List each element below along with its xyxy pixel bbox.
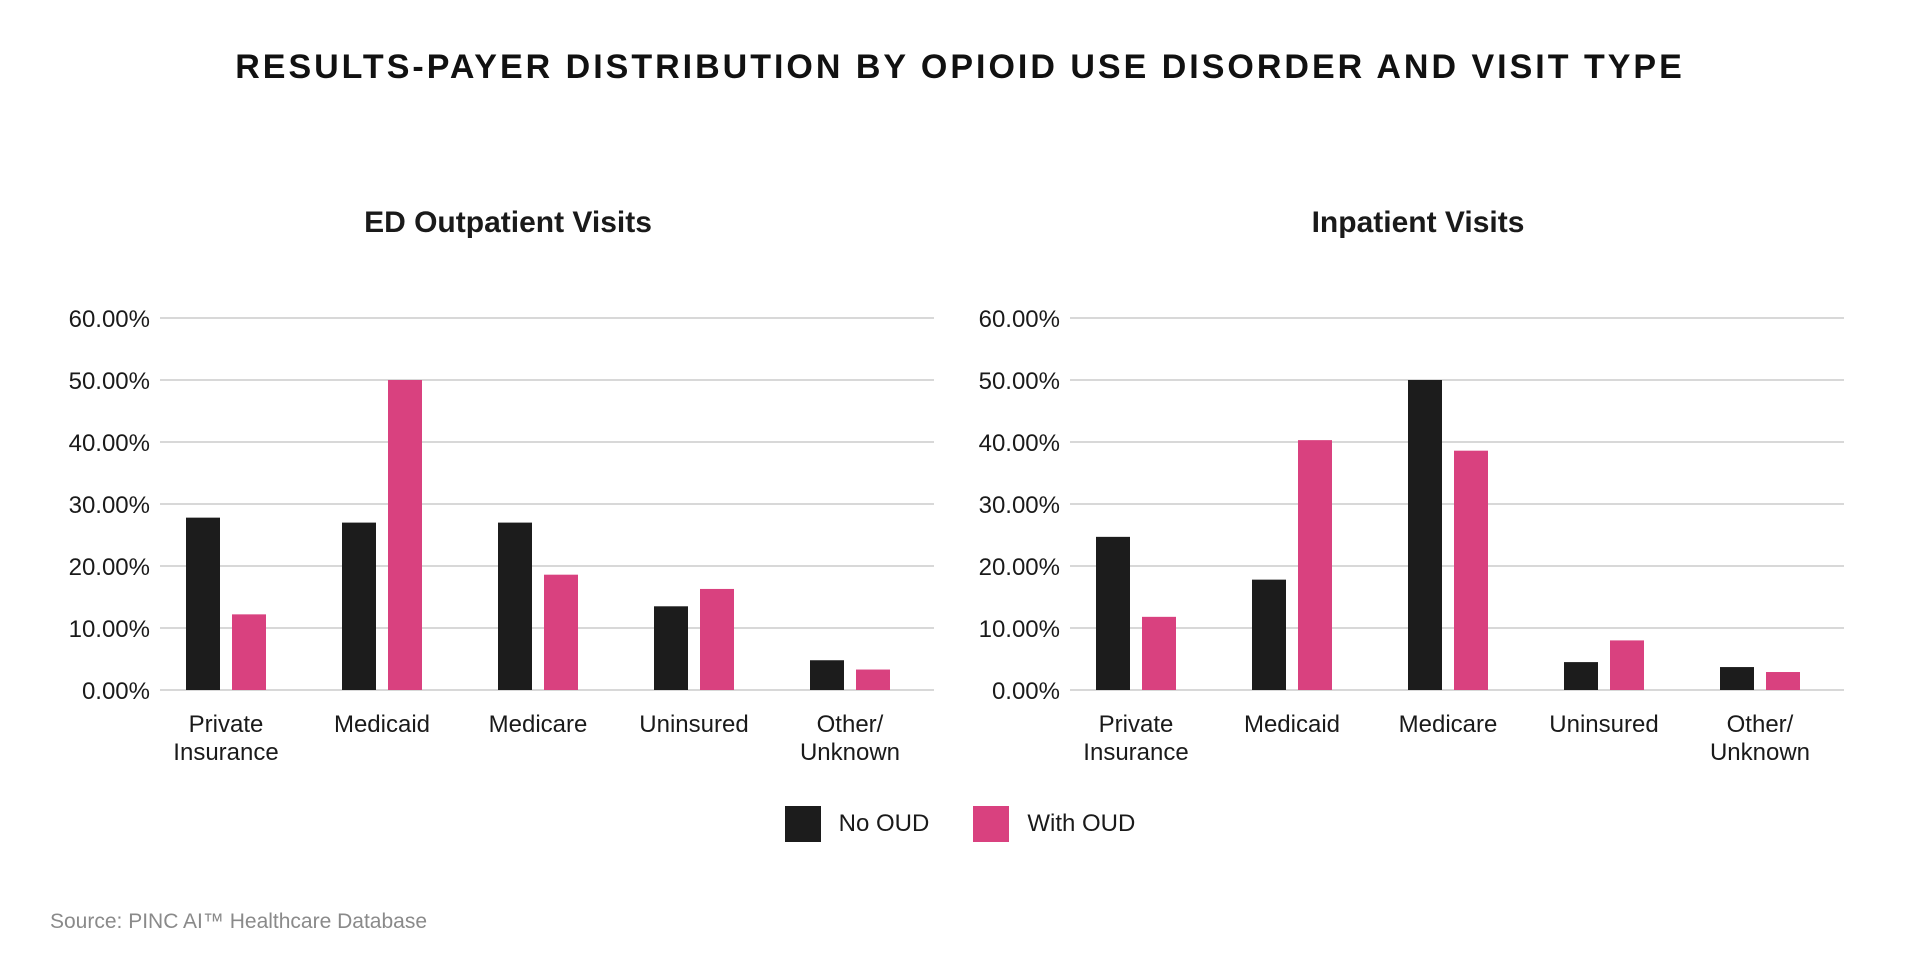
y-tick-label: 20.00% — [69, 554, 150, 581]
y-tick-label: 40.00% — [979, 430, 1060, 457]
x-category-label-line: Private — [189, 711, 264, 738]
bar-with-oud-medicare — [544, 574, 578, 690]
y-tick-label: 0.00% — [992, 678, 1060, 705]
x-category-label-line: Medicare — [489, 711, 588, 738]
y-tick-label: 10.00% — [979, 616, 1060, 643]
bar-no-oud-private-insurance — [186, 517, 220, 690]
chart-legend: No OUD With OUD — [0, 806, 1920, 842]
chart-title: ED Outpatient Visits — [364, 206, 652, 239]
bar-no-oud-other-unknown — [810, 660, 844, 690]
x-category-label-line: Medicaid — [1244, 711, 1340, 738]
legend-label-no-oud: No OUD — [838, 810, 930, 837]
x-category-label-line: Uninsured — [639, 711, 748, 738]
y-tick-label: 50.00% — [979, 368, 1060, 395]
legend-item-with-oud: With OUD — [973, 806, 1135, 842]
y-tick-label: 60.00% — [979, 306, 1060, 333]
y-tick-label: 40.00% — [69, 430, 150, 457]
x-category-label-line: Unknown — [1710, 739, 1810, 766]
bar-no-oud-uninsured — [1564, 662, 1598, 690]
x-category-label-line: Other/ — [817, 711, 884, 738]
x-category-label-line: Insurance — [1083, 739, 1188, 766]
bar-no-oud-medicaid — [1252, 579, 1286, 690]
bar-with-oud-uninsured — [700, 588, 734, 690]
bar-no-oud-other-unknown — [1720, 667, 1754, 690]
x-category-label: Other/Unknown — [1710, 711, 1810, 766]
bar-with-oud-other-unknown — [1766, 672, 1800, 690]
x-category-label-line: Uninsured — [1549, 711, 1658, 738]
bar-with-oud-uninsured — [1610, 640, 1644, 690]
x-category-label: Private Insurance — [1083, 711, 1188, 766]
y-tick-label: 20.00% — [979, 554, 1060, 581]
x-category-label-line: Insurance — [173, 739, 278, 766]
bar-no-oud-uninsured — [654, 606, 688, 690]
x-category-label-line: Other/ — [1727, 711, 1794, 738]
x-category-label: Uninsured — [1549, 711, 1658, 738]
y-tick-label: 30.00% — [979, 492, 1060, 519]
x-category-label: Medicare — [489, 711, 588, 738]
x-category-label: Uninsured — [639, 711, 748, 738]
bar-no-oud-medicare — [1408, 380, 1442, 690]
y-tick-label: 0.00% — [82, 678, 150, 705]
y-tick-label: 60.00% — [69, 306, 150, 333]
y-tick-label: 10.00% — [69, 616, 150, 643]
bar-with-oud-medicare — [1454, 450, 1488, 690]
x-category-label-line: Medicare — [1399, 711, 1498, 738]
y-tick-label: 30.00% — [69, 492, 150, 519]
x-category-label-line: Private — [1099, 711, 1174, 738]
inpatient-chart: Inpatient Visits 0.00% 10.00% 20.00% 30.00% 4… — [950, 190, 1850, 790]
legend-swatch-with-oud — [973, 806, 1010, 842]
bar-no-oud-medicaid — [342, 522, 376, 690]
inpatient-chart-svg: Inpatient Visits 0.00% 10.00% 20.00% 30.00% 4… — [979, 206, 1844, 766]
x-category-label-line: Unknown — [800, 739, 900, 766]
bar-with-oud-other-unknown — [856, 669, 890, 690]
bar-no-oud-private-insurance — [1096, 536, 1130, 690]
bar-with-oud-private-insurance — [1142, 616, 1176, 690]
x-category-label: Medicaid — [334, 711, 430, 738]
page-title: RESULTS-PAYER DISTRIBUTION BY OPIOID USE… — [235, 48, 1685, 86]
x-category-label: Medicaid — [1244, 711, 1340, 738]
bar-with-oud-medicaid — [388, 380, 422, 690]
x-category-label: Other/Unknown — [800, 711, 900, 766]
x-category-label: Private Insurance — [173, 711, 278, 766]
x-category-label-line: Medicaid — [334, 711, 430, 738]
y-tick-label: 50.00% — [69, 368, 150, 395]
bar-no-oud-medicare — [498, 522, 532, 690]
bar-with-oud-medicaid — [1298, 440, 1332, 690]
ed-outpatient-chart-svg: ED Outpatient Visits 0.00% 10.00% 20.00% 30.… — [69, 206, 934, 766]
chart-title: Inpatient Visits — [1312, 206, 1525, 239]
legend-swatch-no-oud — [784, 806, 821, 842]
bar-with-oud-private-insurance — [232, 614, 266, 690]
ed-outpatient-chart: ED Outpatient Visits 0.00% 10.00% 20.00% 30.… — [40, 190, 940, 790]
source-note: Source: PINC AI™ Healthcare Database — [50, 910, 428, 933]
x-category-label: Medicare — [1399, 711, 1498, 738]
legend-item-no-oud: No OUD — [784, 806, 930, 842]
legend-label-with-oud: With OUD — [1027, 810, 1136, 837]
